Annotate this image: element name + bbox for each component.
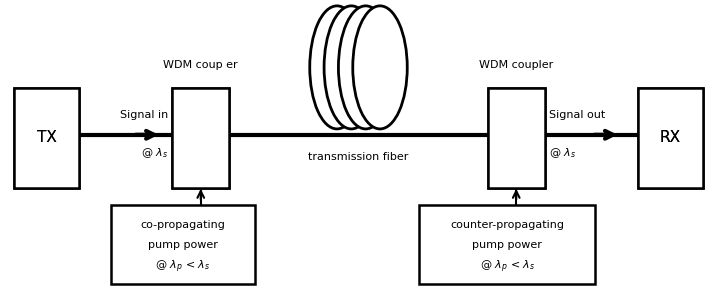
- Text: pump power: pump power: [148, 240, 218, 250]
- Bar: [14, 88, 79, 188]
- Bar: [172, 88, 229, 188]
- Text: TX: TX: [37, 130, 57, 145]
- Text: Signal out: Signal out: [549, 110, 604, 120]
- Text: RX: RX: [660, 130, 681, 145]
- Text: @ $\lambda_p$ < $\lambda_s$: @ $\lambda_p$ < $\lambda_s$: [155, 259, 211, 275]
- Text: RX: RX: [660, 130, 681, 145]
- Text: TX: TX: [37, 130, 57, 145]
- Bar: [172, 88, 229, 188]
- Text: counter-propagating: counter-propagating: [450, 220, 564, 230]
- Ellipse shape: [324, 6, 379, 129]
- Bar: [14, 88, 79, 188]
- Text: WDM coupler: WDM coupler: [479, 60, 554, 70]
- Text: @ $\lambda_s$: @ $\lambda_s$: [549, 146, 576, 160]
- Bar: [488, 88, 545, 188]
- Text: transmission fiber: transmission fiber: [308, 152, 409, 162]
- Text: Signal in: Signal in: [120, 110, 168, 120]
- Bar: [638, 88, 703, 188]
- Text: WDM coup er: WDM coup er: [163, 60, 238, 70]
- Ellipse shape: [310, 6, 364, 129]
- Ellipse shape: [338, 6, 393, 129]
- Text: @ $\lambda_s$: @ $\lambda_s$: [141, 146, 168, 160]
- Bar: [488, 88, 545, 188]
- Bar: [638, 88, 703, 188]
- Bar: [419, 205, 595, 284]
- Text: pump power: pump power: [473, 240, 542, 250]
- Bar: [111, 205, 255, 284]
- Ellipse shape: [353, 6, 407, 129]
- Text: co-propagating: co-propagating: [141, 220, 225, 230]
- Text: @ $\lambda_p$ < $\lambda_s$: @ $\lambda_p$ < $\lambda_s$: [480, 259, 535, 275]
